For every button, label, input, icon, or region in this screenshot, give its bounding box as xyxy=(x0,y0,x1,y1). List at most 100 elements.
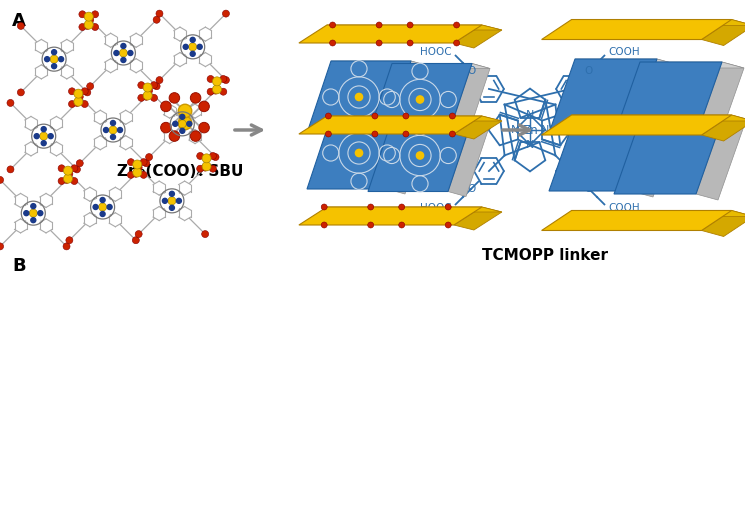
Text: N: N xyxy=(511,125,519,135)
Polygon shape xyxy=(571,20,745,26)
Circle shape xyxy=(454,40,460,46)
Circle shape xyxy=(128,50,133,56)
Circle shape xyxy=(74,166,80,173)
Polygon shape xyxy=(549,59,657,133)
Polygon shape xyxy=(392,64,490,69)
Circle shape xyxy=(63,166,72,175)
Circle shape xyxy=(58,178,65,184)
Circle shape xyxy=(161,122,171,133)
Polygon shape xyxy=(696,120,744,200)
Circle shape xyxy=(38,211,42,216)
Circle shape xyxy=(143,93,150,100)
Circle shape xyxy=(127,171,134,178)
Polygon shape xyxy=(702,20,745,45)
Circle shape xyxy=(190,37,195,42)
Polygon shape xyxy=(614,120,722,194)
Text: TCMOPP linker: TCMOPP linker xyxy=(482,247,608,263)
Circle shape xyxy=(321,204,327,210)
Circle shape xyxy=(207,88,214,95)
Circle shape xyxy=(416,152,424,159)
Circle shape xyxy=(135,231,142,237)
Circle shape xyxy=(143,91,152,100)
Circle shape xyxy=(180,114,185,119)
Circle shape xyxy=(212,154,219,161)
Circle shape xyxy=(109,126,117,134)
Text: N: N xyxy=(526,110,534,120)
Text: O: O xyxy=(467,66,475,76)
Circle shape xyxy=(446,204,451,210)
Circle shape xyxy=(50,55,58,63)
Circle shape xyxy=(63,174,72,183)
Circle shape xyxy=(173,121,178,126)
Circle shape xyxy=(376,40,382,46)
Circle shape xyxy=(24,211,29,216)
Polygon shape xyxy=(454,25,502,48)
Circle shape xyxy=(121,58,126,63)
Circle shape xyxy=(74,89,83,98)
Circle shape xyxy=(355,93,363,100)
Polygon shape xyxy=(696,62,744,142)
Polygon shape xyxy=(454,116,502,139)
Circle shape xyxy=(81,88,88,95)
Circle shape xyxy=(180,128,185,133)
Circle shape xyxy=(7,166,14,173)
Circle shape xyxy=(416,96,424,103)
Polygon shape xyxy=(640,120,744,126)
Polygon shape xyxy=(327,116,502,121)
Text: O: O xyxy=(585,184,593,194)
Polygon shape xyxy=(640,62,744,68)
Circle shape xyxy=(403,131,409,137)
Circle shape xyxy=(66,170,73,177)
Circle shape xyxy=(178,104,191,118)
Circle shape xyxy=(372,131,378,137)
Circle shape xyxy=(403,113,409,119)
Circle shape xyxy=(58,165,65,172)
Circle shape xyxy=(45,57,50,62)
Circle shape xyxy=(140,159,147,166)
Circle shape xyxy=(329,40,335,46)
Circle shape xyxy=(100,197,105,203)
Polygon shape xyxy=(549,117,657,191)
Polygon shape xyxy=(448,64,490,140)
Circle shape xyxy=(191,131,201,141)
Text: O: O xyxy=(467,184,475,194)
Polygon shape xyxy=(331,61,429,66)
Circle shape xyxy=(74,97,83,106)
Circle shape xyxy=(212,85,221,94)
Circle shape xyxy=(161,101,171,112)
Circle shape xyxy=(202,164,209,171)
Circle shape xyxy=(177,198,181,204)
Circle shape xyxy=(202,162,211,171)
Polygon shape xyxy=(702,211,745,236)
Circle shape xyxy=(153,16,160,23)
Circle shape xyxy=(191,92,201,103)
Polygon shape xyxy=(542,20,732,39)
Polygon shape xyxy=(368,120,472,191)
Circle shape xyxy=(17,89,25,96)
Polygon shape xyxy=(307,61,411,133)
Circle shape xyxy=(110,134,115,139)
Circle shape xyxy=(188,43,197,51)
Polygon shape xyxy=(299,207,482,225)
Circle shape xyxy=(138,82,145,89)
Circle shape xyxy=(368,222,374,228)
Text: HOOC: HOOC xyxy=(420,204,451,214)
Circle shape xyxy=(127,159,134,166)
Circle shape xyxy=(376,22,382,28)
Circle shape xyxy=(446,222,451,228)
Circle shape xyxy=(0,243,4,250)
Text: O: O xyxy=(585,66,593,76)
Circle shape xyxy=(150,82,157,89)
Circle shape xyxy=(143,160,150,167)
Circle shape xyxy=(48,134,53,139)
Circle shape xyxy=(407,40,413,46)
Polygon shape xyxy=(631,117,679,197)
Circle shape xyxy=(92,11,98,18)
Circle shape xyxy=(51,64,57,69)
Polygon shape xyxy=(327,25,502,30)
Text: Zn₂(COO)₄ SBU: Zn₂(COO)₄ SBU xyxy=(117,165,243,179)
Circle shape xyxy=(197,165,203,172)
Circle shape xyxy=(69,88,75,95)
Circle shape xyxy=(220,88,226,95)
Circle shape xyxy=(118,127,122,132)
